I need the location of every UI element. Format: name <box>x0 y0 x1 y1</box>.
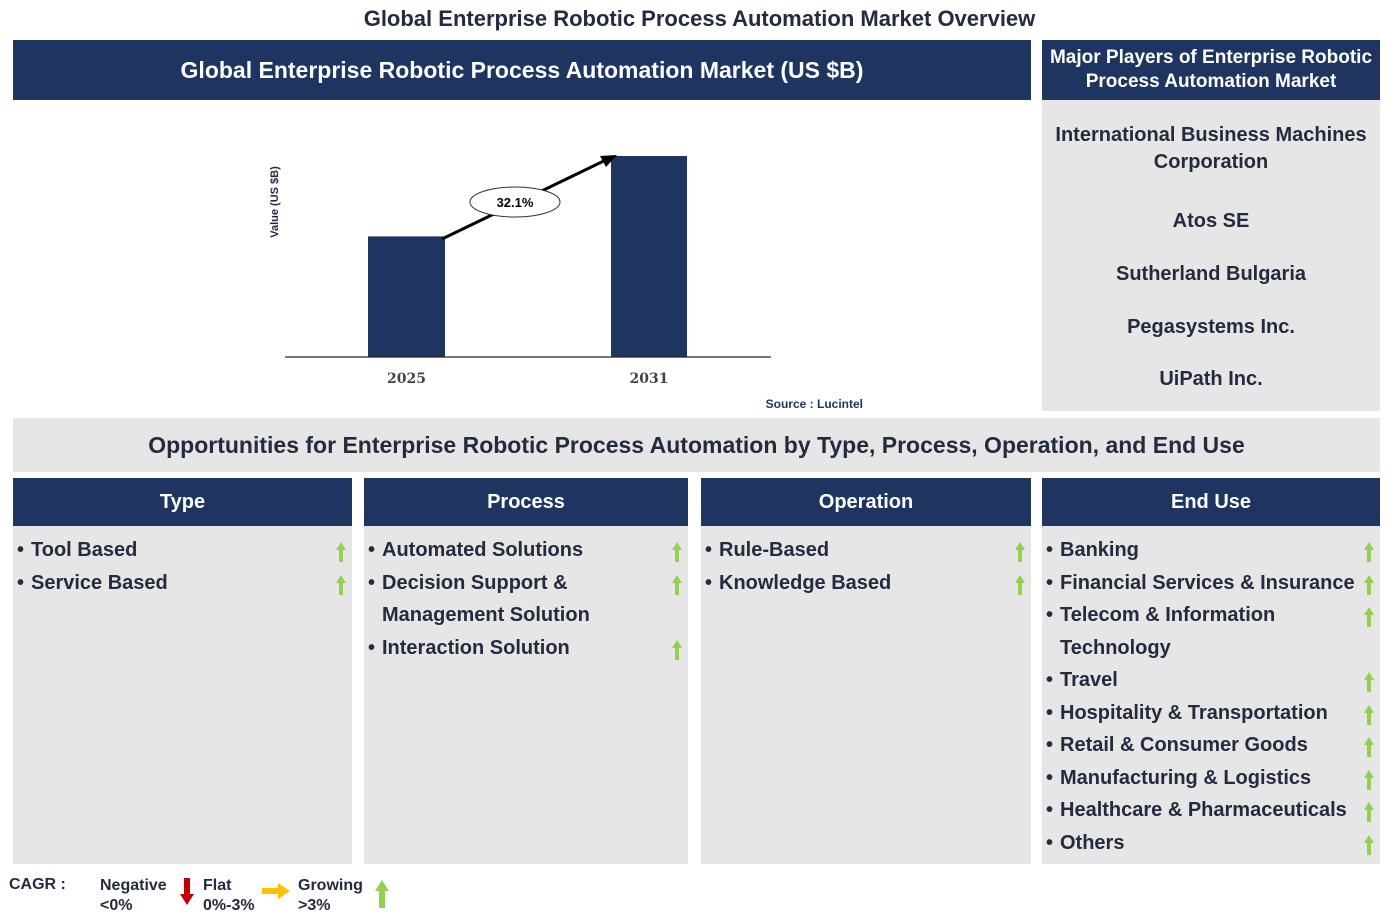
column-body: Automated Solutions Decision Support & Ma… <box>364 526 688 864</box>
up-arrow-icon <box>375 880 389 908</box>
legend-negative: Negative <0% <box>100 876 167 916</box>
list-item: Travel <box>1046 664 1380 697</box>
x-tick-label: 2031 <box>630 371 669 387</box>
players-header: Major Players of Enterprise Robotic Proc… <box>1042 40 1380 100</box>
bar-chart: Value (US $B) 2025 2031 32.1% Source : Lu… <box>269 155 863 411</box>
up-arrow-icon <box>1364 573 1374 595</box>
list-item: Tool Based <box>17 534 352 567</box>
player-item: Sutherland Bulgaria <box>1115 263 1307 285</box>
legend-growing: Growing >3% <box>298 876 363 916</box>
list-item-label: Financial Services & Insurance <box>1060 571 1355 594</box>
bar-2025 <box>368 236 445 357</box>
legend-negative-label: Negative <box>100 877 167 894</box>
list-item: Interaction Solution <box>368 632 688 665</box>
player-item: UiPath Inc. <box>1159 368 1263 390</box>
cagr-label: 32.1% <box>497 195 534 210</box>
source-label: Source : Lucintel <box>766 397 863 411</box>
list-item-label: Telecom & Information Technology <box>1060 604 1276 659</box>
player-item: Pegasystems Inc. <box>1127 316 1295 338</box>
cagr-bubble <box>469 186 561 218</box>
down-arrow-icon <box>180 878 194 905</box>
list-item: Decision Support & Management Solution <box>368 567 688 632</box>
page-title: Global Enterprise Robotic Process Automa… <box>363 6 1036 31</box>
list-item: Banking <box>1046 534 1380 567</box>
legend-negative-range: <0% <box>100 897 133 914</box>
list-item: Hospitality & Transportation <box>1046 697 1380 730</box>
legend-flat-range: 0%-3% <box>203 897 255 914</box>
list-item: Automated Solutions <box>368 534 688 567</box>
list-item-label: Rule-Based <box>719 539 830 561</box>
list-item-label: Retail & Consumer Goods <box>1060 734 1308 756</box>
up-arrow-icon <box>672 638 682 660</box>
y-axis-label: Value (US $B) <box>269 166 281 238</box>
legend-growing-range: >3% <box>298 897 331 914</box>
list-item-label: Healthcare & Pharmaceuticals <box>1060 799 1347 821</box>
list-item-label: Tool Based <box>31 539 138 561</box>
legend-flat: Flat 0%-3% <box>203 876 255 916</box>
players-list: International Business Machines Corporat… <box>1042 100 1380 411</box>
list-item-label: Interaction Solution <box>382 636 570 659</box>
up-arrow-icon <box>1364 800 1374 822</box>
up-arrow-icon <box>1364 540 1374 562</box>
list-item: Manufacturing & Logistics <box>1046 762 1380 795</box>
list-item: Healthcare & Pharmaceuticals <box>1046 794 1380 827</box>
column-header-end-use: End Use <box>1042 478 1380 526</box>
arrow-head <box>600 155 617 167</box>
up-arrow-icon <box>336 540 346 562</box>
list-item-label: Banking <box>1060 539 1139 561</box>
column-body: Banking Financial Services & Insurance Tel… <box>1042 526 1380 864</box>
up-arrow-icon <box>1364 605 1374 627</box>
up-arrow-icon <box>1364 833 1374 855</box>
x-tick-label: 2025 <box>387 371 426 387</box>
list-item: Telecom & Information Technology <box>1046 599 1380 664</box>
column-header-operation: Operation <box>701 478 1031 526</box>
column-body: Rule-Based Knowledge Based <box>701 526 1031 864</box>
up-arrow-icon <box>1364 670 1374 692</box>
list-item: Knowledge Based <box>705 567 1031 600</box>
up-arrow-icon <box>1364 735 1374 757</box>
list-item-label: Decision Support & Management Solution <box>382 571 590 627</box>
up-arrow-icon <box>1015 573 1025 595</box>
legend-label: CAGR : <box>9 876 66 893</box>
list-item-label: Others <box>1060 831 1125 854</box>
list-item: Retail & Consumer Goods <box>1046 729 1380 762</box>
up-arrow-icon <box>1364 703 1374 725</box>
right-arrow-icon <box>262 883 290 899</box>
list-item: Rule-Based <box>705 534 1031 567</box>
legend-growing-label: Growing <box>298 877 363 894</box>
column-header-type: Type <box>13 478 352 526</box>
player-item: International Business Machines Corporat… <box>1055 124 1367 173</box>
chart-header: Global Enterprise Robotic Process Automa… <box>13 40 1031 100</box>
list-item-label: Manufacturing & Logistics <box>1060 766 1312 789</box>
list-item-label: Service Based <box>31 571 168 594</box>
column-body: Tool Based Service Based <box>13 526 352 864</box>
up-arrow-icon <box>336 573 346 595</box>
list-item: Service Based <box>17 567 352 600</box>
list-item-label: Travel <box>1060 669 1118 691</box>
opportunities-title: Opportunities for Enterprise Robotic Pro… <box>13 418 1380 472</box>
up-arrow-icon <box>1364 768 1374 790</box>
up-arrow-icon <box>672 540 682 562</box>
list-item: Others <box>1046 827 1380 860</box>
player-item: Atos SE <box>1172 210 1250 232</box>
list-item-label: Hospitality & Transportation <box>1060 701 1328 724</box>
list-item-label: Automated Solutions <box>382 539 584 561</box>
list-item: Financial Services & Insurance <box>1046 567 1380 600</box>
up-arrow-icon <box>672 573 682 595</box>
list-item-label: Knowledge Based <box>719 571 892 594</box>
up-arrow-icon <box>1015 540 1025 562</box>
bar-2031 <box>611 156 687 357</box>
legend-flat-label: Flat <box>203 877 232 894</box>
column-header-process: Process <box>364 478 688 526</box>
